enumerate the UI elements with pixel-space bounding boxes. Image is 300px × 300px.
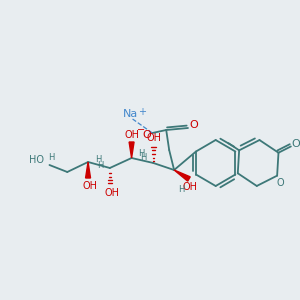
Text: H: H [97,161,103,170]
Text: O: O [276,178,284,188]
Text: −: − [137,125,146,135]
Text: O: O [142,130,151,140]
Text: +: + [139,107,146,117]
Text: HO: HO [28,155,44,165]
Text: OH: OH [147,133,162,143]
Text: O: O [190,120,198,130]
Text: Na: Na [123,109,138,119]
Text: OH: OH [104,188,119,198]
Text: O: O [291,139,300,149]
Text: OH: OH [182,182,197,192]
Text: OH: OH [124,130,139,140]
Polygon shape [85,162,91,178]
Text: H: H [178,185,184,194]
Text: H: H [138,148,145,158]
Text: H: H [140,154,147,163]
Text: OH: OH [82,181,98,191]
Text: H: H [48,152,55,161]
Text: H: H [95,154,101,164]
Polygon shape [174,170,190,181]
Polygon shape [129,142,134,158]
